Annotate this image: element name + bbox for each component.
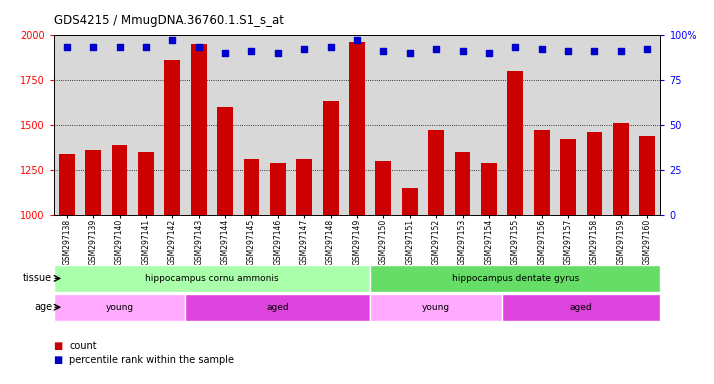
Point xyxy=(272,50,283,56)
Bar xyxy=(560,139,576,215)
Bar xyxy=(587,132,603,215)
Point xyxy=(431,46,442,52)
Point xyxy=(298,46,310,52)
Bar xyxy=(455,152,471,215)
Point xyxy=(193,44,204,50)
Bar xyxy=(481,163,497,215)
Text: young: young xyxy=(422,303,451,312)
Point xyxy=(219,50,231,56)
Bar xyxy=(370,265,660,292)
Text: age: age xyxy=(34,302,52,312)
Point xyxy=(246,48,257,54)
Text: tissue: tissue xyxy=(23,273,52,283)
Point xyxy=(615,48,627,54)
Point xyxy=(166,37,178,43)
Bar xyxy=(186,294,370,321)
Bar xyxy=(217,107,233,215)
Bar xyxy=(270,163,286,215)
Point xyxy=(378,48,389,54)
Point xyxy=(114,44,125,50)
Text: young: young xyxy=(106,303,134,312)
Text: aged: aged xyxy=(570,303,593,312)
Bar xyxy=(164,60,180,215)
Text: ■: ■ xyxy=(54,341,63,351)
Point xyxy=(140,44,151,50)
Text: percentile rank within the sample: percentile rank within the sample xyxy=(69,355,234,365)
Point xyxy=(536,46,548,52)
Text: ■: ■ xyxy=(54,355,63,365)
Bar xyxy=(370,294,502,321)
Bar xyxy=(323,101,338,215)
Text: count: count xyxy=(69,341,97,351)
Text: aged: aged xyxy=(266,303,289,312)
Bar xyxy=(296,159,312,215)
Bar xyxy=(243,159,259,215)
Point xyxy=(61,44,72,50)
Bar xyxy=(534,130,550,215)
Bar xyxy=(85,150,101,215)
Bar xyxy=(349,42,365,215)
Bar xyxy=(54,265,370,292)
Bar xyxy=(376,161,391,215)
Bar xyxy=(508,71,523,215)
Bar xyxy=(138,152,154,215)
Point xyxy=(325,44,336,50)
Text: GDS4215 / MmugDNA.36760.1.S1_s_at: GDS4215 / MmugDNA.36760.1.S1_s_at xyxy=(54,14,283,27)
Point xyxy=(589,48,600,54)
Bar xyxy=(59,154,75,215)
Bar xyxy=(191,44,206,215)
Point xyxy=(351,37,363,43)
Bar xyxy=(428,130,444,215)
Point xyxy=(642,46,653,52)
Bar xyxy=(111,145,127,215)
Point xyxy=(457,48,468,54)
Bar xyxy=(613,123,629,215)
Point xyxy=(563,48,574,54)
Point xyxy=(483,50,495,56)
Text: hippocampus cornu ammonis: hippocampus cornu ammonis xyxy=(145,274,278,283)
Bar xyxy=(502,294,660,321)
Point xyxy=(87,44,99,50)
Bar xyxy=(639,136,655,215)
Point xyxy=(404,50,416,56)
Text: hippocampus dentate gyrus: hippocampus dentate gyrus xyxy=(452,274,579,283)
Bar xyxy=(54,294,186,321)
Bar xyxy=(402,188,418,215)
Point xyxy=(510,44,521,50)
